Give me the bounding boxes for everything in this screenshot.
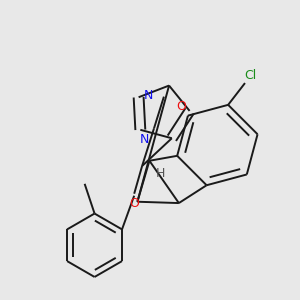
Text: N: N xyxy=(144,89,153,102)
Text: O: O xyxy=(177,100,187,113)
Text: O: O xyxy=(129,197,139,210)
Text: N: N xyxy=(140,133,149,146)
Text: H: H xyxy=(155,167,165,180)
Text: Cl: Cl xyxy=(244,69,256,82)
